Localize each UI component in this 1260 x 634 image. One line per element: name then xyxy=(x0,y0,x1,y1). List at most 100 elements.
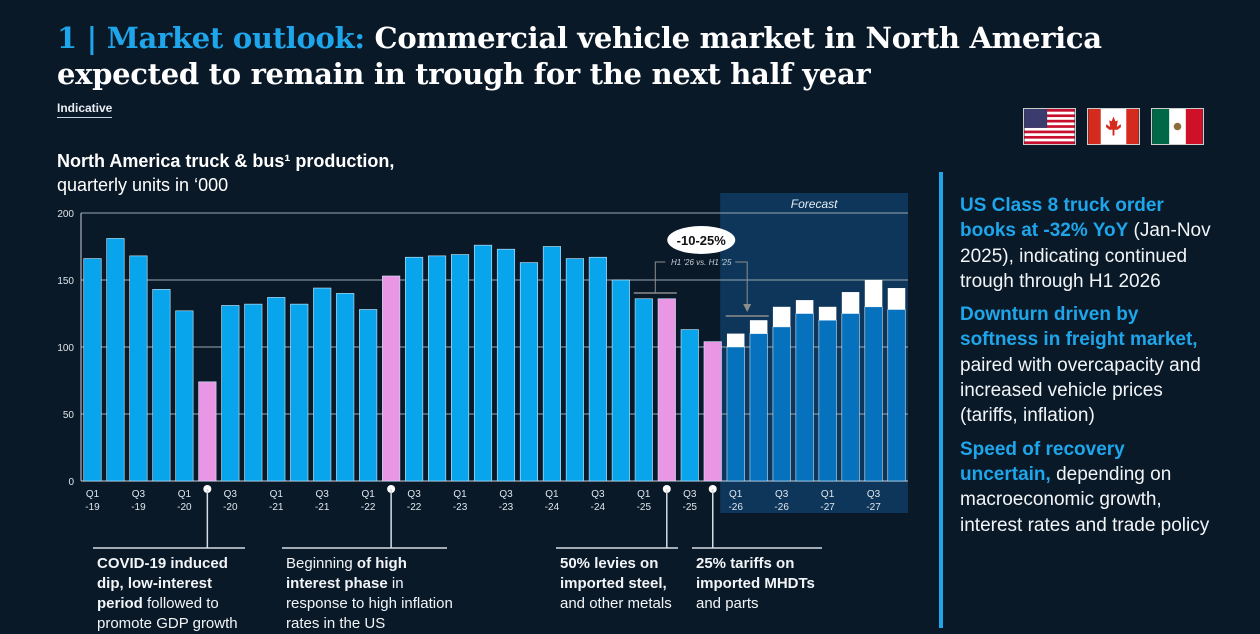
bar-Q1-24 xyxy=(542,246,561,482)
bar-Q1-25 xyxy=(634,298,653,482)
forecast-label: Forecast xyxy=(791,197,838,211)
bar-Q2-27 xyxy=(841,313,860,482)
bar-Q3-26 xyxy=(772,326,791,482)
takeaway-highlight: Speed of recovery uncertain, xyxy=(960,438,1125,485)
key-takeaways: US Class 8 truck order books at -32% YoY… xyxy=(960,193,1220,546)
annotation-text: COVID-19 induced dip, low-interest perio… xyxy=(97,554,253,634)
x-tick-label: -27 xyxy=(820,502,835,513)
bar-Q1-22 xyxy=(359,309,378,482)
x-tick-label: -21 xyxy=(315,502,330,513)
annotation-text: Beginning of high interest phase in resp… xyxy=(286,554,455,634)
title-text: Commercial vehicle market in North Ameri… xyxy=(57,21,1102,91)
annotation-emphasis: 25% tariffs on imported MHDTs xyxy=(696,555,815,592)
takeaway-point: Downturn driven by softness in freight m… xyxy=(960,302,1220,428)
x-tick-label: Q3 xyxy=(224,489,238,500)
x-tick-label: -26 xyxy=(774,502,789,513)
bar-Q3-25 xyxy=(680,329,699,482)
bar-Q2-19 xyxy=(106,238,125,482)
x-tick-label: -24 xyxy=(591,502,606,513)
bar-Q4-23 xyxy=(519,262,539,482)
x-tick-label: -19 xyxy=(85,502,100,513)
upside-bar-Q1-27 xyxy=(818,306,837,321)
y-tick-label: 0 xyxy=(68,477,74,488)
x-tick-label: Q3 xyxy=(499,489,513,500)
bracket-right xyxy=(735,261,748,306)
x-tick-label: -23 xyxy=(453,502,468,513)
bar-Q1-27 xyxy=(818,319,837,482)
x-tick-label: Q1 xyxy=(86,489,100,500)
x-tick-label: -19 xyxy=(131,502,146,513)
title-section-label: 1 | Market outlook: xyxy=(57,21,365,55)
x-tick-label: Q1 xyxy=(178,489,192,500)
annotation-segment: and parts xyxy=(696,595,759,612)
upside-bar-Q3-26 xyxy=(772,306,791,327)
x-tick-label: -25 xyxy=(683,502,698,513)
y-tick-label: 150 xyxy=(57,276,74,287)
x-tick-label: -23 xyxy=(499,502,514,513)
upside-bar-Q2-27 xyxy=(841,292,860,314)
takeaway-highlight: US Class 8 truck order books at -32% YoY xyxy=(960,195,1164,242)
x-tick-label: Q3 xyxy=(132,489,146,500)
x-tick-label: Q3 xyxy=(867,489,881,500)
takeaway-point: US Class 8 truck order books at -32% YoY… xyxy=(960,193,1220,294)
bar-Q4-25 xyxy=(703,341,722,482)
bar-Q1-20 xyxy=(175,310,194,482)
bar-Q2-20 xyxy=(198,381,217,482)
x-tick-label: Q3 xyxy=(683,489,697,500)
x-tick-label: -27 xyxy=(866,502,881,513)
chart-title-main: North America truck & bus¹ production, xyxy=(57,151,395,171)
bar-Q3-21 xyxy=(313,287,332,482)
x-tick-label: -20 xyxy=(223,502,238,513)
bar-Q1-23 xyxy=(450,254,470,482)
x-tick-label: Q3 xyxy=(407,489,421,500)
bar-Q2-22 xyxy=(382,275,401,482)
bar-Q3-23 xyxy=(496,248,516,482)
y-tick-label: 100 xyxy=(57,343,74,354)
upside-bar-Q4-27 xyxy=(887,288,906,310)
bracket-left xyxy=(654,261,666,293)
chart-subtitle: quarterly units in ‘000 xyxy=(57,175,229,195)
takeaway-highlight: Downturn driven by softness in freight m… xyxy=(960,304,1198,351)
annotation-emphasis: COVID-19 induced dip, low-interest perio… xyxy=(97,555,228,612)
bar-Q2-25 xyxy=(657,298,676,482)
annotation-text: 50% levies on imported steel, and other … xyxy=(560,554,686,614)
x-tick-label: -20 xyxy=(177,502,192,513)
bar-Q1-21 xyxy=(267,297,286,482)
bar-Q4-22 xyxy=(428,255,447,482)
x-tick-label: -22 xyxy=(361,502,376,513)
bar-Q2-24 xyxy=(565,258,584,482)
x-tick-label: Q1 xyxy=(637,489,651,500)
takeaway-point: Speed of recovery uncertain, depending o… xyxy=(960,437,1220,538)
x-tick-label: Q1 xyxy=(545,489,559,500)
x-tick-label: Q1 xyxy=(453,489,467,500)
side-accent-line xyxy=(939,172,943,628)
x-tick-label: Q3 xyxy=(316,489,330,500)
x-tick-label: -26 xyxy=(728,502,743,513)
x-tick-label: -25 xyxy=(637,502,652,513)
bar-Q1-19 xyxy=(83,258,102,482)
upside-bar-Q4-26 xyxy=(795,300,814,314)
x-tick-label: Q3 xyxy=(591,489,605,500)
bar-Q1-26 xyxy=(726,346,745,482)
bar-Q4-21 xyxy=(336,293,355,482)
bar-Q2-21 xyxy=(290,303,309,482)
x-tick-label: Q1 xyxy=(821,489,835,500)
upside-bar-Q1-26 xyxy=(726,333,745,347)
bar-Q2-26 xyxy=(749,333,768,482)
callout-value: -10-25% xyxy=(677,233,727,248)
annotation-segment: and other metals xyxy=(560,595,672,612)
annotation-emphasis: 50% levies on imported steel, xyxy=(560,555,667,592)
bar-Q3-20 xyxy=(221,305,240,482)
y-tick-label: 200 xyxy=(57,209,74,220)
x-tick-label: -21 xyxy=(269,502,284,513)
bar-Q3-27 xyxy=(864,306,883,482)
us-flag-icon xyxy=(1023,108,1076,145)
x-tick-label: Q1 xyxy=(270,489,284,500)
x-tick-label: -22 xyxy=(407,502,422,513)
x-tick-label: Q1 xyxy=(729,489,743,500)
x-tick-label: -24 xyxy=(545,502,560,513)
callout-label: H1 '26 vs. H1 '25 xyxy=(671,258,732,267)
bar-Q2-23 xyxy=(473,244,493,482)
annotation-segment: Beginning xyxy=(286,555,357,572)
